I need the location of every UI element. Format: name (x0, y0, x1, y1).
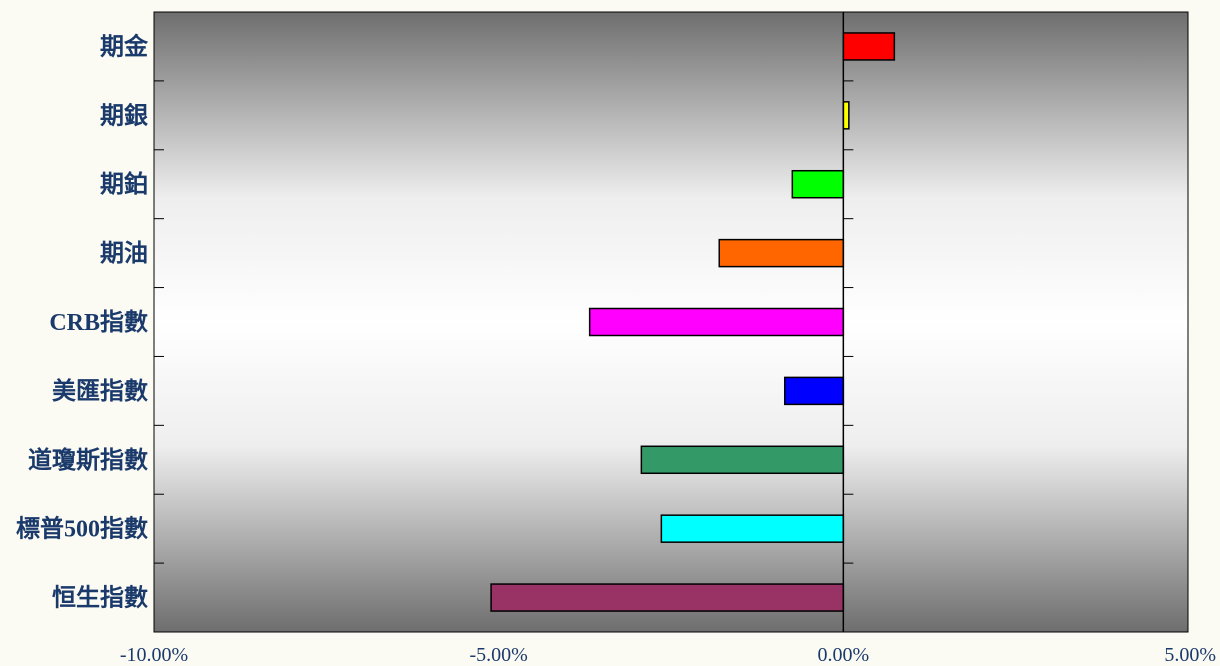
category-label: 期金 (100, 32, 149, 60)
bar-2 (842, 101, 850, 130)
category-label: 期油 (100, 240, 148, 267)
x-tick-label: 5.00% (1164, 644, 1216, 666)
bar-4 (718, 238, 845, 268)
bar-1 (842, 32, 896, 61)
bar-8 (660, 514, 845, 543)
bars (490, 32, 896, 612)
category-label: CRB指數 (49, 308, 148, 336)
x-tick-label: -10.00% (120, 644, 188, 666)
category-label: 恒生指數 (52, 584, 148, 612)
y-axis-ticks (154, 11, 854, 633)
bar-6 (783, 376, 845, 406)
category-label: 美匯指數 (52, 377, 148, 405)
category-label: 期鉑 (100, 170, 148, 198)
category-label: 期銀 (100, 101, 148, 129)
category-label: 標普500指數 (16, 515, 148, 543)
bar-7 (640, 445, 845, 475)
category-label: 道瓊斯指數 (28, 446, 148, 474)
x-axis-tick-labels: -10.00% -5.00% 0.00% 5.00% (120, 644, 1216, 666)
x-tick-label: 0.00% (817, 644, 869, 666)
bar-3 (791, 169, 845, 199)
x-tick-label: -5.00% (470, 644, 528, 666)
bar-9 (490, 583, 845, 612)
bar-5 (588, 307, 845, 337)
